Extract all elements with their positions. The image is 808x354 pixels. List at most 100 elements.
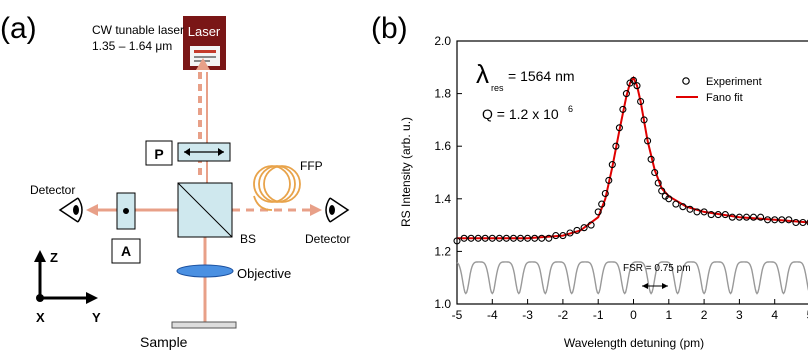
analyzer-label: A (121, 243, 131, 259)
experiment-point (559, 232, 567, 240)
axis-z-label: Z (50, 250, 58, 265)
x-tick-label: 4 (771, 308, 778, 322)
fsr-label: FSR = 0.75 pm (623, 263, 691, 274)
experiment-point (644, 137, 652, 145)
experiment-point (735, 213, 743, 221)
experiment-point (605, 176, 613, 184)
y-tick-label: 2.0 (434, 34, 451, 48)
experiment-point (778, 216, 786, 224)
experiment-point (594, 208, 602, 216)
resonance-symbol: λ (476, 59, 489, 89)
experiment-point (573, 226, 581, 234)
experiment-point (531, 234, 539, 242)
panel-a-label: (a) (0, 12, 37, 45)
experiment-point (707, 211, 715, 219)
x-tick-label: 0 (630, 308, 637, 322)
experiment-point (545, 234, 553, 242)
y-tick-label: 1.6 (434, 139, 451, 153)
x-tick-label: -5 (452, 308, 463, 322)
objective-label: Objective (237, 266, 291, 281)
x-tick-label: -1 (593, 308, 604, 322)
experiment-point (637, 97, 645, 106)
x-tick-label: 3 (736, 308, 743, 322)
x-tick-label: -4 (487, 308, 498, 322)
experiment-point (580, 224, 588, 232)
experiment-point (633, 82, 641, 90)
legend-experiment-marker (682, 77, 690, 85)
panel-b-label: (b) (371, 12, 408, 45)
experiment-point (728, 213, 736, 221)
experiment-point (742, 213, 751, 221)
experiment-point (792, 218, 800, 227)
resonance-subscript: res (491, 83, 504, 93)
laser-desc-line1: CW tunable laser (92, 23, 184, 37)
x-tick-label: -3 (522, 308, 533, 322)
experiment-point (721, 211, 729, 219)
experiment-points (453, 76, 808, 245)
experiment-point (771, 216, 779, 224)
detector-right-label: Detector (305, 232, 350, 246)
experiment-point (757, 213, 765, 221)
polarizer-label-box (145, 140, 173, 166)
beam-arrow-up-icon (196, 58, 210, 70)
experiment-point (764, 216, 772, 224)
experiment-point (665, 195, 673, 203)
laser-label: Laser (188, 24, 221, 39)
experiment-point (467, 234, 475, 242)
fsr-arrow-icon (642, 283, 668, 289)
panel-a: (a) Laser CW tunable laser 1.35 – 1.64 μ… (0, 12, 350, 350)
beamsplitter-label: BS (240, 232, 256, 246)
experiment-point (785, 216, 793, 224)
experiment-point (654, 179, 662, 187)
q-factor-label: Q = 1.2 x 10 (482, 106, 559, 122)
beam-arrow-right-icon (310, 204, 322, 216)
experiment-point (502, 234, 510, 242)
experiment-point (700, 208, 708, 216)
polarizer-axis-left-head-icon (184, 148, 190, 156)
experiment-point (481, 234, 489, 242)
experiment-point (693, 208, 701, 216)
experiment-point (601, 189, 609, 198)
experiment-point (658, 187, 666, 195)
experiment-point (524, 234, 532, 242)
polarizer-label: P (154, 146, 163, 162)
y-tick-label: 1.8 (434, 87, 451, 101)
x-tick-label: 5 (807, 308, 808, 322)
experiment-point (679, 203, 687, 211)
experiment-point (598, 200, 606, 208)
experiment-point (612, 142, 620, 150)
detector-left-icon (58, 197, 83, 223)
y-axis-label: RS Intensity (arb. u.) (399, 117, 413, 227)
legend-experiment-label: Experiment (706, 76, 762, 88)
sample-slide (171, 321, 237, 329)
x-tick-label: 1 (665, 308, 672, 322)
experiment-point (516, 234, 525, 242)
analyzer-axis-dot-icon (123, 208, 129, 214)
fiber-label: FFP (300, 159, 323, 173)
x-axis-ticks: -5 -4 -3 -2 -1 0 1 2 3 4 5 (452, 299, 808, 322)
experiment-point (566, 229, 574, 237)
fp-reference-line (456, 261, 808, 295)
experiment-point (587, 221, 595, 229)
experiment-point (749, 213, 758, 221)
experiment-point (672, 200, 680, 208)
axis-y-label: Y (92, 310, 101, 325)
laser-desc-line2: 1.35 – 1.64 μm (92, 39, 172, 53)
q-factor-exponent: 6 (568, 104, 573, 114)
y-tick-label: 1.0 (434, 297, 451, 311)
experiment-point (806, 219, 808, 226)
coordinate-axes-icon (34, 250, 98, 304)
experiment-point (615, 124, 623, 132)
detector-left-label: Detector (30, 183, 75, 197)
y-tick-label: 1.4 (434, 192, 451, 206)
legend: Experiment Fano fit (676, 76, 762, 104)
experiment-point (619, 105, 627, 113)
y-tick-label: 1.2 (434, 244, 451, 258)
panel-b: (b) 1.01.21.41.61.82.0 -5-4-3-2-1012345 … (371, 12, 808, 350)
detector-right-icon (325, 197, 350, 223)
beamsplitter-icon (177, 182, 233, 238)
beam-arrow-left-icon (86, 204, 98, 216)
fiber-coil-icon (253, 165, 301, 211)
legend-fano-label: Fano fit (706, 92, 743, 104)
